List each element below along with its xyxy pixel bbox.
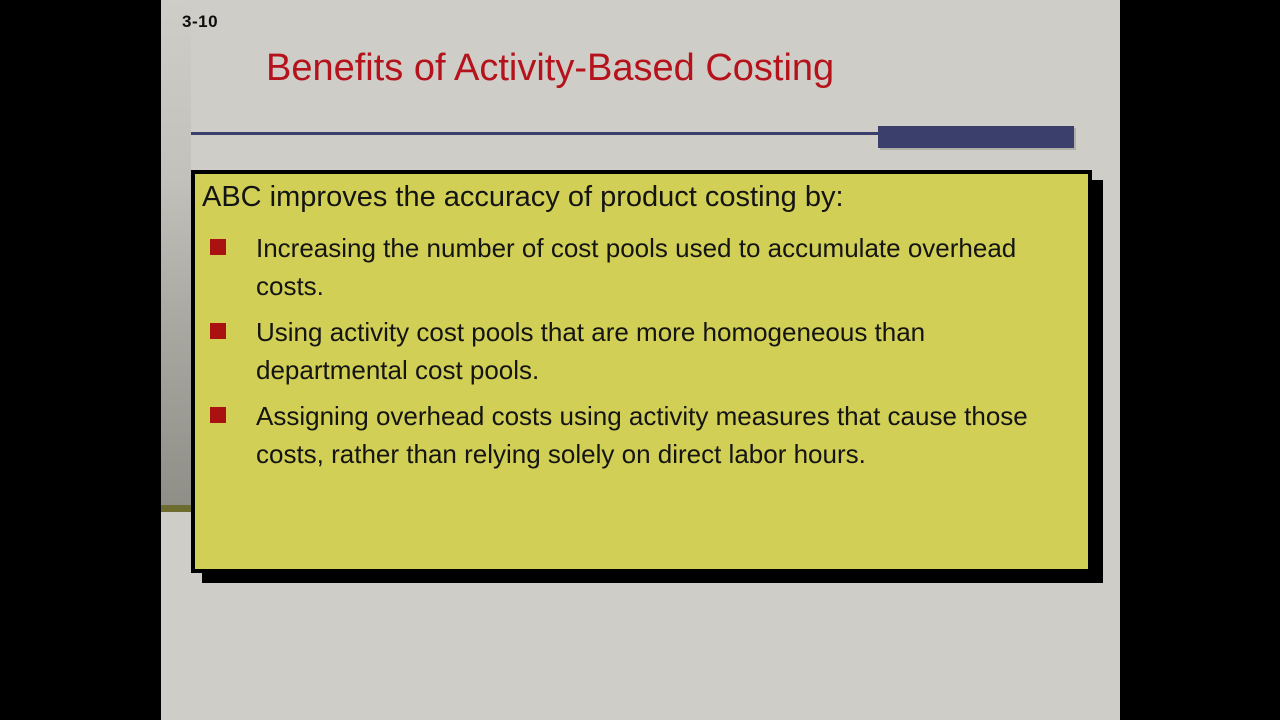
bullet-list: Increasing the number of cost pools used… bbox=[202, 229, 1080, 473]
slide-title: Benefits of Activity-Based Costing bbox=[266, 47, 835, 89]
list-item: Assigning overhead costs using activity … bbox=[202, 397, 1080, 473]
square-bullet-icon bbox=[210, 323, 226, 340]
title-accent-bar bbox=[878, 126, 1074, 148]
content-box-heading: ABC improves the accuracy of product cos… bbox=[202, 181, 844, 213]
square-bullet-icon bbox=[210, 407, 226, 424]
bullet-text: Assigning overhead costs using activity … bbox=[256, 401, 1028, 470]
content-box: ABC improves the accuracy of product cos… bbox=[191, 170, 1092, 573]
slide-number: 3-10 bbox=[182, 12, 219, 31]
square-bullet-icon bbox=[210, 239, 226, 256]
list-item: Increasing the number of cost pools used… bbox=[202, 229, 1080, 305]
left-edge-gradient-strip bbox=[161, 0, 191, 505]
slide-canvas: 3-10 Benefits of Activity-Based Costing … bbox=[161, 0, 1120, 720]
title-underline-rule bbox=[191, 132, 1073, 135]
left-edge-olive-cap bbox=[161, 505, 191, 512]
list-item: Using activity cost pools that are more … bbox=[202, 313, 1080, 389]
bullet-text: Increasing the number of cost pools used… bbox=[256, 233, 1017, 302]
bullet-text: Using activity cost pools that are more … bbox=[256, 317, 926, 386]
